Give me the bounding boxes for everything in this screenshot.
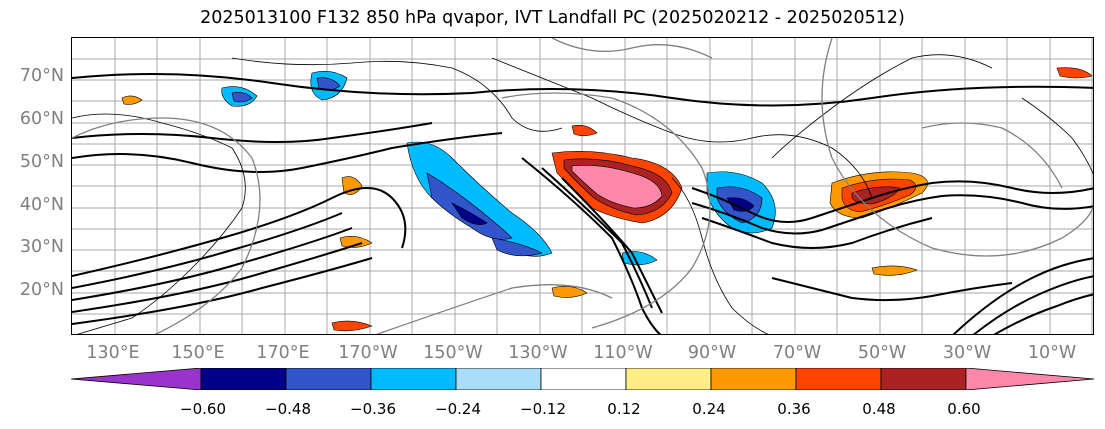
colorbar-segment: [965, 368, 1094, 390]
lon-label-170e: 170°E: [256, 343, 310, 363]
colorbar-segment: [455, 368, 542, 390]
coastlines: [72, 54, 1093, 334]
lon-label-150w: 150°W: [423, 343, 483, 363]
lon-label-10w: 10°W: [1027, 343, 1077, 363]
colorbar-tick-1: −0.60: [180, 400, 226, 418]
lon-label-30w: 30°W: [942, 343, 992, 363]
colorbar-segment: [285, 368, 372, 390]
colorbar-tick-8: 0.36: [777, 400, 811, 418]
colorbar-segment: [200, 368, 287, 390]
colorbar-tick-2: −0.48: [265, 400, 311, 418]
colorbar-tick-3: −0.36: [350, 400, 396, 418]
colorbar-tick-10: 0.60: [947, 400, 981, 418]
lat-label-70n: 70°N: [19, 66, 64, 86]
lon-label-130w: 130°W: [508, 343, 568, 363]
lon-label-90w: 90°W: [687, 343, 737, 363]
map-panel: [71, 37, 1094, 335]
colorbar-segment: [710, 368, 797, 390]
lat-label-20n: 20°N: [19, 280, 64, 300]
lon-label-110w: 110°W: [593, 343, 653, 363]
lon-label-170w: 170°W: [338, 343, 398, 363]
colorbar-tick-4: −0.24: [435, 400, 481, 418]
colorbar-segment: [625, 368, 712, 390]
lat-label-50n: 50°N: [19, 152, 64, 172]
lat-label-60n: 60°N: [19, 109, 64, 129]
height-contours: [72, 73, 1093, 334]
ivt-contours: [72, 38, 1093, 334]
lat-label-30n: 30°N: [19, 237, 64, 257]
colorbar: [71, 368, 1094, 390]
lat-label-40n: 40°N: [19, 195, 64, 215]
colorbar-tick-5: −0.12: [520, 400, 566, 418]
plot-title: 2025013100 F132 850 hPa qvapor, IVT Land…: [200, 8, 905, 28]
colorbar-segment: [540, 368, 627, 390]
lon-label-50w: 50°W: [857, 343, 907, 363]
colorbar-segment: [795, 368, 882, 390]
colorbar-segment: [370, 368, 457, 390]
map-canvas: [72, 38, 1093, 334]
shaded-field: [121, 67, 1093, 332]
lon-label-70w: 70°W: [772, 343, 822, 363]
lon-label-150e: 150°E: [171, 343, 225, 363]
lon-label-130e: 130°E: [86, 343, 140, 363]
colorbar-segment: [71, 368, 202, 390]
colorbar-tick-7: 0.24: [692, 400, 726, 418]
colorbar-segment: [880, 368, 967, 390]
colorbar-tick-6: 0.12: [607, 400, 641, 418]
colorbar-tick-9: 0.48: [862, 400, 896, 418]
